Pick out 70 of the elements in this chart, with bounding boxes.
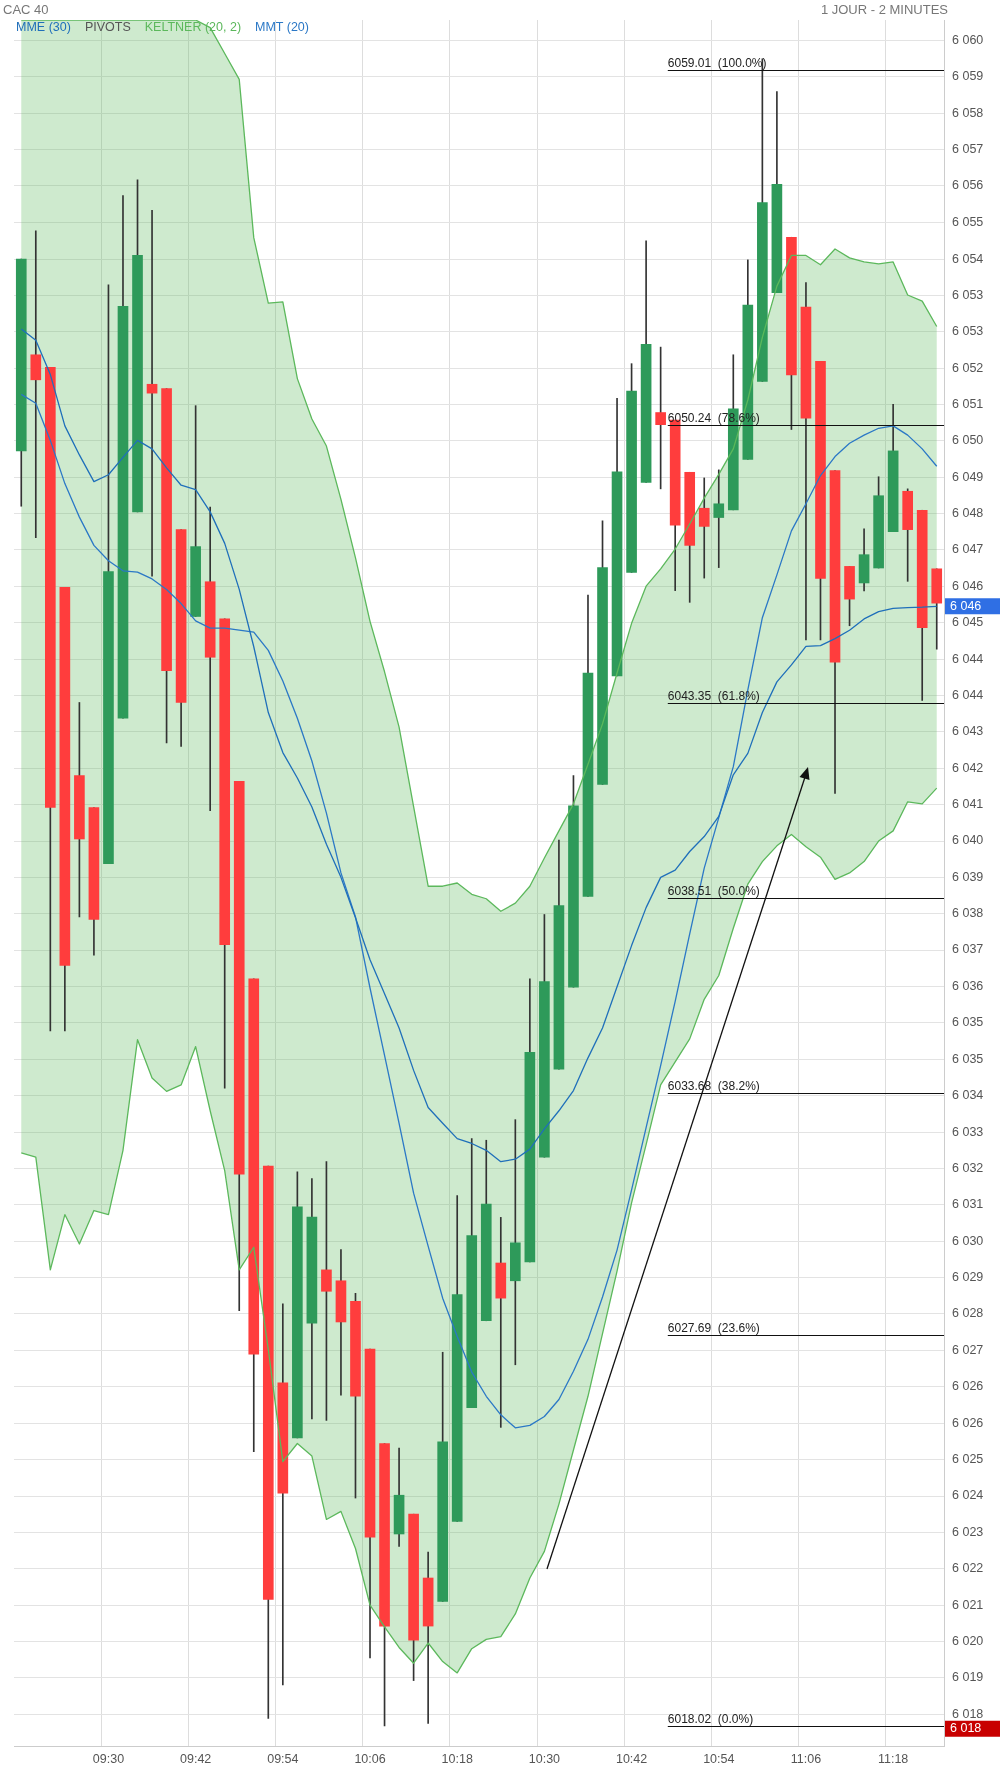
y-tick-label: 6 050 bbox=[952, 433, 984, 448]
y-tick-label: 6 051 bbox=[952, 396, 984, 411]
y-tick-label: 6 018 bbox=[952, 1706, 984, 1721]
y-tick-label: 6 055 bbox=[952, 214, 984, 229]
y-tick-label: 6 033 bbox=[952, 1124, 984, 1139]
y-tick-label: 6 023 bbox=[952, 1524, 984, 1539]
y-tick-label: 6 039 bbox=[952, 869, 984, 884]
ref-line-label: 6027.69 (23.6%) bbox=[667, 1320, 760, 1335]
x-tick-label: 09:54 bbox=[267, 1751, 299, 1766]
y-tick-label: 6 052 bbox=[952, 360, 984, 375]
y-tick-label: 6 032 bbox=[952, 1160, 984, 1175]
y-tick-label: 6 026 bbox=[952, 1415, 984, 1430]
x-tick-label: 09:42 bbox=[180, 1751, 212, 1766]
y-tick-label: 6 030 bbox=[952, 1233, 984, 1248]
y-tick-label: 6 043 bbox=[952, 724, 984, 739]
y-tick-label: 6 045 bbox=[952, 615, 984, 630]
y-tick-label: 6 044 bbox=[952, 688, 984, 703]
x-tick-label: 10:06 bbox=[354, 1751, 386, 1766]
ref-line-label: 6018.02 (0.0%) bbox=[667, 1711, 754, 1726]
y-tick-label: 6 060 bbox=[952, 33, 984, 48]
y-tick-label: 6 042 bbox=[952, 760, 984, 775]
y-tick-label: 6 034 bbox=[952, 1088, 984, 1103]
y-tick-label: 6 021 bbox=[952, 1597, 984, 1612]
y-tick-label: 6 044 bbox=[952, 651, 984, 666]
candlestick bbox=[495, 1217, 507, 1428]
text: MME (30) bbox=[16, 20, 71, 34]
text: 1 JOUR - 2 MINUTES bbox=[820, 2, 948, 17]
y-tick-label: 6 047 bbox=[952, 542, 984, 557]
y-tick-label: 6 028 bbox=[952, 1306, 984, 1321]
x-tick-label: 11:18 bbox=[877, 1751, 909, 1766]
y-tick-label: 6 056 bbox=[952, 178, 984, 193]
y-tick-label: 6 053 bbox=[952, 287, 984, 302]
y-tick-label: 6 029 bbox=[952, 1270, 984, 1284]
y-tick-label: 6 049 bbox=[952, 469, 984, 484]
y-tick-label: 6 026 bbox=[952, 1379, 984, 1394]
y-tick-label: 6 022 bbox=[952, 1561, 984, 1576]
x-tick-label: 10:54 bbox=[703, 1751, 735, 1766]
y-tick-label: 6 025 bbox=[952, 1452, 984, 1467]
text: MMT (20) bbox=[255, 20, 309, 34]
annotation: PIVOTS bbox=[84, 20, 131, 34]
y-tick-label: 6 038 bbox=[952, 906, 984, 921]
candlestick bbox=[510, 1119, 521, 1366]
candlestick bbox=[30, 230, 42, 539]
x-tick-label: 10:42 bbox=[615, 1751, 648, 1766]
y-tick-label: 6 058 bbox=[952, 105, 984, 120]
ref-line-label: 6043.35 (61.8%) bbox=[667, 688, 760, 703]
candlestick bbox=[698, 477, 710, 579]
y-tick-label: 6 041 bbox=[952, 797, 984, 812]
y-tick-label: 6 054 bbox=[952, 251, 984, 266]
x-tick-label: 11:06 bbox=[790, 1751, 822, 1766]
x-tick-label: 10:18 bbox=[441, 1751, 473, 1766]
y-tick-label: 6 037 bbox=[952, 942, 984, 957]
y-tick-label: 6 046 bbox=[952, 578, 984, 593]
y-tick-label: 6 057 bbox=[952, 142, 984, 157]
y-tick-label: 6 035 bbox=[952, 1015, 984, 1030]
y-tick-label: 6 036 bbox=[952, 978, 984, 993]
y-tick-label: 6 020 bbox=[952, 1633, 984, 1648]
x-tick-label: 10:30 bbox=[528, 1751, 561, 1766]
candlestick bbox=[713, 469, 725, 568]
y-tick-label: 6 035 bbox=[952, 1051, 984, 1066]
y-tick-label: 6 040 bbox=[952, 833, 984, 848]
y-tick-label: 6 019 bbox=[952, 1670, 984, 1685]
y-tick-label: 6 053 bbox=[952, 324, 984, 339]
y-tick-label: 6 024 bbox=[952, 1488, 984, 1503]
chart-title: CAC 40 bbox=[3, 2, 49, 17]
y-tick-label: 6 031 bbox=[952, 1197, 984, 1212]
x-tick-label: 09:30 bbox=[92, 1751, 125, 1766]
y-tick-label: 6 059 bbox=[952, 69, 984, 84]
y-tick-label: 6 027 bbox=[952, 1342, 984, 1357]
y-tick-label: 6 048 bbox=[952, 505, 984, 520]
